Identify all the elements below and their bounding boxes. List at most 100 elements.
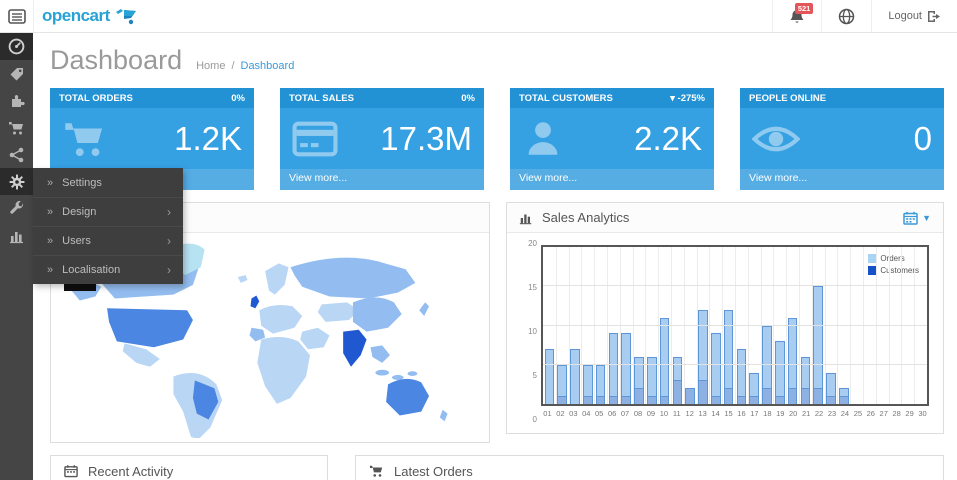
logo-text: opencart xyxy=(42,6,110,25)
bar-customers-06 xyxy=(608,396,619,404)
breadcrumb-separator: / xyxy=(231,60,235,72)
bottom-panels: Recent Activity Latest Orders xyxy=(50,455,944,480)
sidebar-item-tools[interactable] xyxy=(0,195,33,222)
gridline xyxy=(824,247,826,404)
tag-icon xyxy=(10,67,23,80)
gridline xyxy=(619,247,621,404)
bar-orders-08 xyxy=(634,356,644,404)
gear-icon xyxy=(9,174,24,189)
gridline xyxy=(786,247,788,404)
x-tick-label: 19 xyxy=(776,409,785,418)
x-tick-label: 14 xyxy=(711,409,720,418)
bar-customers-16 xyxy=(736,396,747,404)
bar-orders-20 xyxy=(787,317,798,404)
submenu-item-settings[interactable]: » Settings xyxy=(33,168,183,197)
x-tick-label: 28 xyxy=(892,409,901,418)
bar-orders-02 xyxy=(557,364,567,404)
recent-activity-panel: Recent Activity xyxy=(50,455,328,480)
bar-orders-06 xyxy=(608,333,619,404)
y-tick-label: 10 xyxy=(528,327,537,336)
bar-customers-04 xyxy=(583,396,593,404)
gridline xyxy=(901,247,903,404)
gridline xyxy=(875,247,877,404)
breadcrumb-home[interactable]: Home xyxy=(196,60,226,72)
stat-tiles: TOTAL ORDERS 0% 1.2K View more... TOTAL … xyxy=(50,88,944,190)
x-tick-label: 11 xyxy=(672,409,681,418)
gridline xyxy=(632,247,634,404)
view-more-link[interactable]: View more... xyxy=(280,169,484,190)
tile-total-sales: TOTAL SALES 0% 17.3M View more... xyxy=(280,88,484,190)
tile-percent: 0% xyxy=(231,92,245,104)
y-tick-label: 0 xyxy=(532,415,537,424)
bar-orders-23 xyxy=(826,372,836,404)
menu-toggle-button[interactable] xyxy=(0,0,34,32)
legend-label: Orders xyxy=(880,254,905,263)
panel-title: Sales Analytics xyxy=(542,210,630,225)
sidebar-item-extensions[interactable] xyxy=(0,87,33,114)
legend-item-orders: Orders xyxy=(868,254,919,263)
double-chevron-icon: » xyxy=(47,235,54,247)
gridline xyxy=(811,247,813,404)
bar-orders-22 xyxy=(813,286,823,404)
sidebar-item-reports[interactable] xyxy=(0,222,33,249)
bar-customers-23 xyxy=(826,396,836,404)
topbar: opencart 521 Logout xyxy=(0,0,957,33)
gridline xyxy=(671,247,672,404)
breadcrumb-current[interactable]: Dashboard xyxy=(240,60,295,72)
submenu-item-users[interactable]: » Users › xyxy=(33,226,183,255)
bar-customers-13 xyxy=(698,380,708,404)
bar-customers-02 xyxy=(557,396,567,404)
tile-label: TOTAL SALES xyxy=(289,92,354,104)
x-tick-label: 24 xyxy=(840,409,850,418)
bar-customers-10 xyxy=(659,396,670,404)
gridline xyxy=(645,247,647,404)
y-tick-label: 15 xyxy=(528,283,537,292)
double-chevron-icon: » xyxy=(47,264,54,276)
submenu-item-localisation[interactable]: » Localisation › xyxy=(33,255,183,284)
bar-customers-21 xyxy=(800,388,811,404)
submenu-item-label: Users xyxy=(62,235,91,247)
x-tick-label: 18 xyxy=(763,409,772,418)
tile-value: 17.3M xyxy=(380,119,472,157)
opencart-cart-icon xyxy=(115,8,136,24)
y-tick-label: 20 xyxy=(528,239,537,248)
date-range-button[interactable]: ▼ xyxy=(903,211,931,225)
chevron-right-icon: › xyxy=(167,205,171,219)
sales-chart-body: 0 5 10 15 20 Orders Customers 01 02 03 04 05 06 07 0… xyxy=(507,233,943,433)
x-tick-label: 13 xyxy=(698,409,707,418)
bar-customers-18 xyxy=(762,388,772,404)
x-tick-label: 01 xyxy=(543,409,552,418)
credit-card-icon xyxy=(292,121,338,156)
opencart-logo[interactable]: opencart xyxy=(34,6,140,26)
language-button[interactable] xyxy=(821,0,871,32)
tile-percent: ▾ -275% xyxy=(670,92,705,104)
notifications-button[interactable]: 521 xyxy=(772,0,821,32)
main-content: Dashboard Home / Dashboard TOTAL ORDERS … xyxy=(33,33,957,480)
x-tick-label: 21 xyxy=(801,409,811,418)
legend-item-customers: Customers xyxy=(868,266,919,275)
bar-chart-icon xyxy=(519,214,532,224)
sidebar-item-catalog[interactable] xyxy=(0,60,33,87)
sidebar-item-marketing[interactable] xyxy=(0,141,33,168)
chevron-right-icon: › xyxy=(167,263,171,277)
x-tick-label: 04 xyxy=(582,409,591,418)
gridline xyxy=(773,247,775,404)
sidebar-item-dashboard[interactable] xyxy=(0,33,33,60)
latest-orders-panel: Latest Orders xyxy=(355,455,944,480)
legend-label: Customers xyxy=(880,266,919,275)
tile-value: 1.2K xyxy=(174,119,242,157)
sidebar-item-sales[interactable] xyxy=(0,114,33,141)
sidebar-item-system[interactable] xyxy=(0,168,33,195)
logout-button[interactable]: Logout xyxy=(871,0,957,32)
view-more-link[interactable]: View more... xyxy=(740,169,944,190)
gridline xyxy=(568,247,570,404)
notification-badge: 521 xyxy=(794,3,814,14)
tile-label: PEOPLE ONLINE xyxy=(749,92,827,104)
bar-orders-13 xyxy=(698,309,708,404)
submenu-shadow xyxy=(64,284,96,291)
submenu-item-design[interactable]: » Design › xyxy=(33,197,183,226)
calendar-icon xyxy=(64,465,78,478)
view-more-link[interactable]: View more... xyxy=(510,169,714,190)
double-chevron-icon: » xyxy=(47,206,54,218)
gridline xyxy=(799,247,800,404)
